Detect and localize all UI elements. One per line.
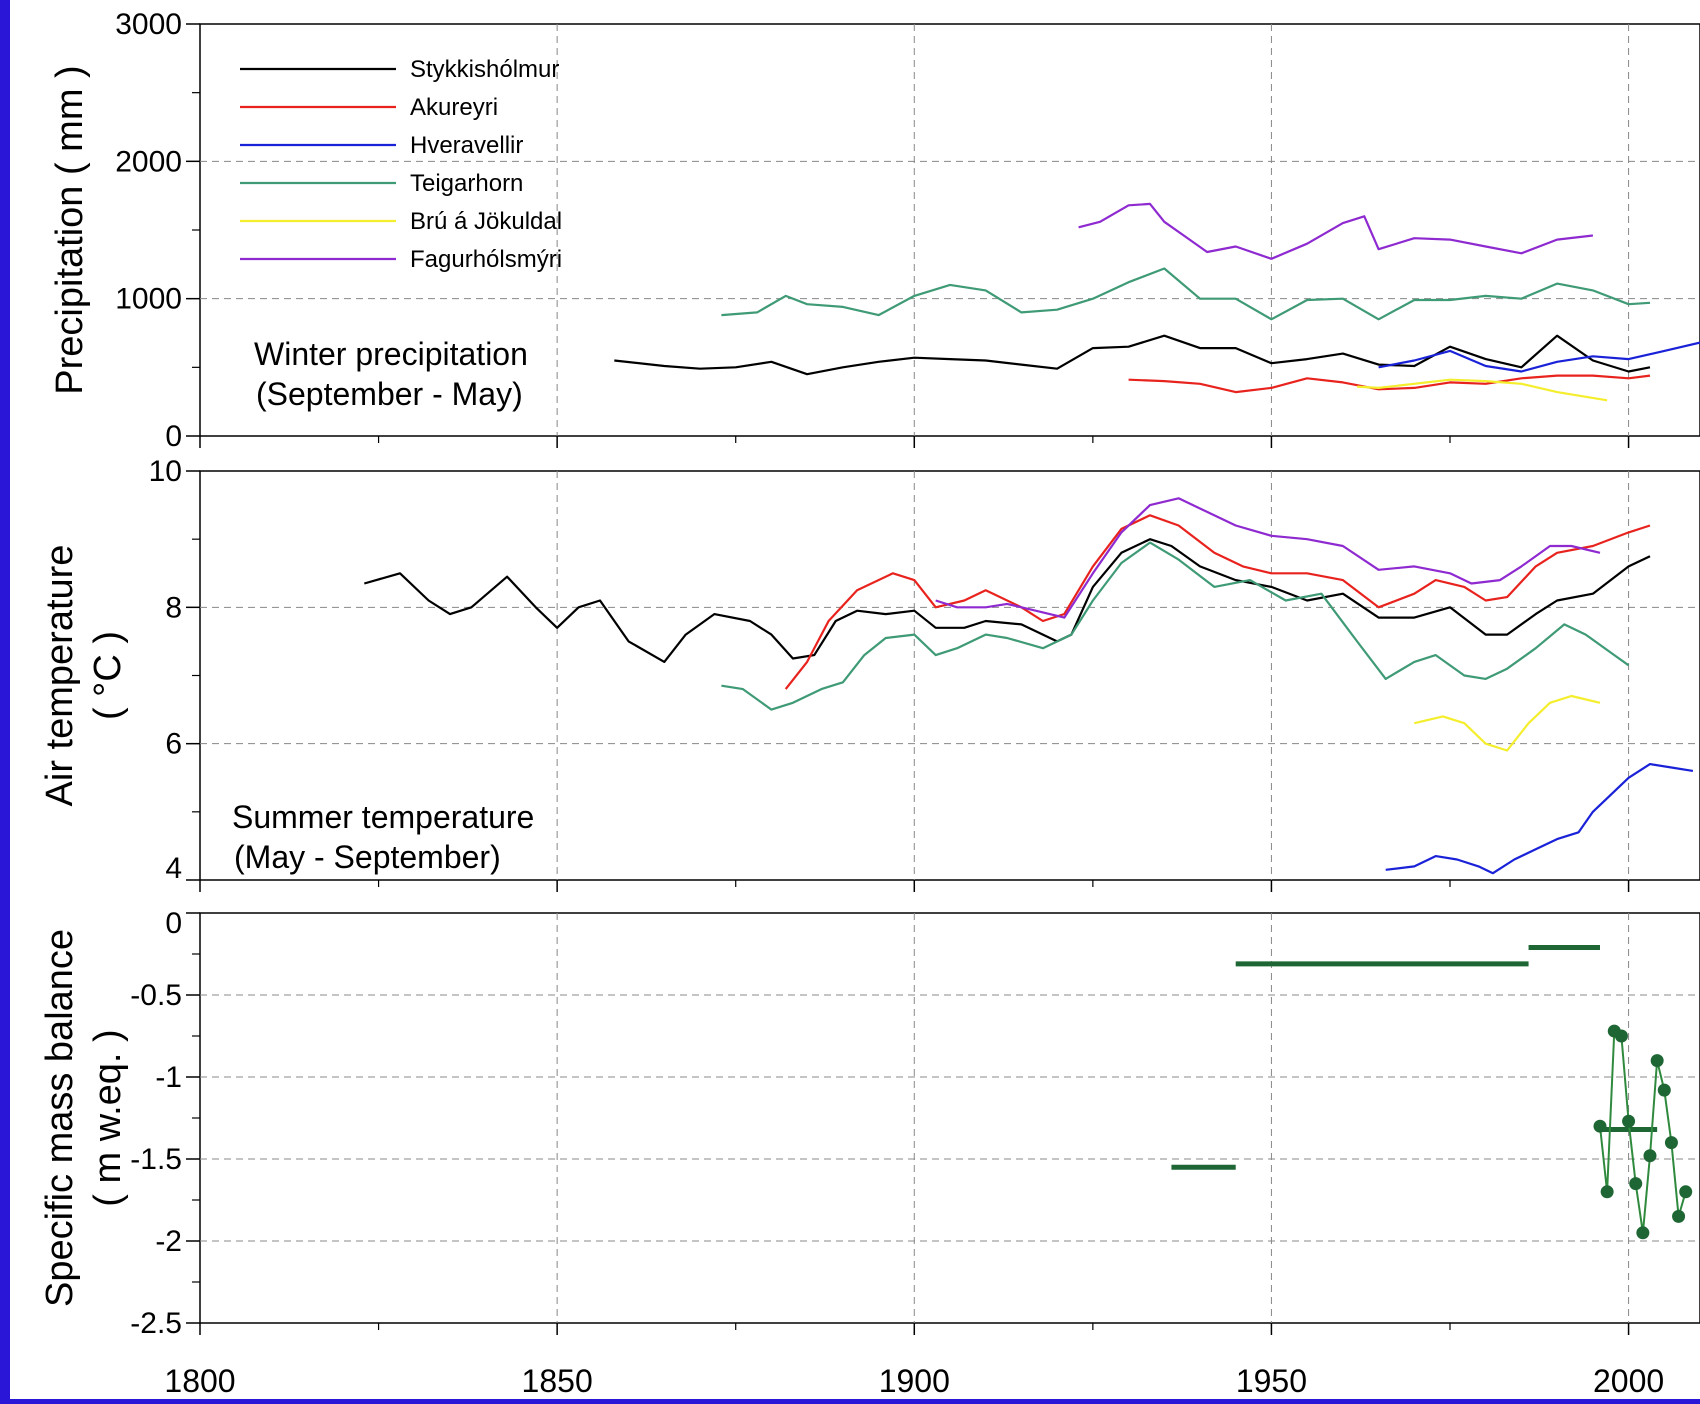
precip-series-line — [1357, 378, 1608, 402]
mass-annual-point — [1643, 1149, 1657, 1163]
mass-ytick-label: -0.5 — [130, 979, 182, 1012]
mass-annual-point — [1600, 1185, 1614, 1199]
legend: Stykkishólmur Akureyri Hveravellir Teigarho… — [240, 56, 562, 273]
mass-annual-point — [1664, 1136, 1678, 1150]
x-tick-label: 1850 — [522, 1363, 593, 1399]
x-tick-label: 1900 — [879, 1363, 950, 1399]
figure: 0 1000 2000 3000 Precipitation ( mm ) Winter … — [10, 0, 1700, 1399]
mass-annual-point — [1636, 1226, 1650, 1240]
precip-ytick-label: 3000 — [115, 8, 182, 41]
temp-series-line — [363, 538, 1651, 664]
temp-ytick-label: 8 — [165, 591, 182, 624]
mass-balance-panel: -2.5 -2 -1.5 -1 -0.5 0 Specific mass balance( … — [39, 907, 1700, 1340]
x-tick-label: 1950 — [1236, 1363, 1307, 1399]
mass-annual-point — [1650, 1054, 1664, 1068]
mass-annual-point — [1622, 1114, 1636, 1128]
temp-annotation-line2: (May - September) — [234, 839, 501, 875]
mass-annual-point — [1629, 1177, 1643, 1191]
mass-annual-point — [1657, 1083, 1671, 1097]
legend-label: Akureyri — [410, 94, 498, 121]
precip-annotation-line2: (September - May) — [256, 376, 523, 412]
temp-annotation-line1: Summer temperature — [232, 799, 534, 835]
legend-label: Brú á Jökuldal — [410, 208, 562, 235]
mass-annual-point — [1614, 1029, 1628, 1043]
mass-ytick-label: -2.5 — [130, 1307, 182, 1340]
temp-series-line — [784, 514, 1651, 690]
precip-ytick-label: 0 — [165, 420, 182, 453]
temp-ytick-label: 4 — [165, 852, 182, 885]
mass-annual-point — [1679, 1185, 1693, 1199]
chart-svg: 0 1000 2000 3000 Precipitation ( mm ) Winter … — [39, 8, 1700, 1399]
mass-annual-point — [1593, 1119, 1607, 1133]
mass-ylabel: Specific mass balance — [39, 929, 81, 1307]
temp-ylabel-units: ( °C ) — [87, 631, 129, 720]
precip-series-line — [1128, 374, 1651, 394]
mass-ylabel-units: ( m w.eq. ) — [87, 1029, 129, 1206]
temp-series-line — [721, 541, 1630, 711]
temp-ylabel: Air temperature — [39, 545, 81, 807]
temperature-panel: 4 6 8 10 Air temperature( °C ) Summer tempera… — [39, 455, 1700, 892]
temp-ytick-label: 10 — [149, 455, 182, 488]
precip-series-line — [1378, 341, 1700, 373]
precip-annotation-line1: Winter precipitation — [254, 336, 528, 372]
mass-ytick-label: 0 — [165, 907, 182, 940]
x-tick-label: 1800 — [164, 1363, 235, 1399]
precip-series-line — [1078, 202, 1594, 260]
legend-label: Stykkishólmur — [410, 56, 559, 83]
mass-ytick-label: -2 — [155, 1225, 182, 1258]
precip-series-line — [614, 334, 1651, 376]
x-axis-ticks: 1800 1850 1900 1950 2000 — [164, 1363, 1664, 1399]
mass-annual-point — [1672, 1209, 1686, 1223]
precip-ylabel: Precipitation ( mm ) — [49, 65, 91, 394]
x-tick-label: 2000 — [1593, 1363, 1664, 1399]
mass-frame — [199, 912, 1700, 1324]
legend-label: Fagurhólsmýri — [410, 246, 562, 273]
precip-ytick-label: 2000 — [115, 145, 182, 178]
precipitation-panel: 0 1000 2000 3000 Precipitation ( mm ) Winter … — [49, 8, 1700, 453]
legend-label: Teigarhorn — [410, 170, 523, 197]
temp-series-line — [1385, 762, 1694, 875]
mass-ytick-label: -1 — [155, 1061, 182, 1094]
temp-ytick-label: 6 — [165, 728, 182, 761]
mass-ytick-label: -1.5 — [130, 1143, 182, 1176]
precip-ytick-label: 1000 — [115, 283, 182, 316]
temp-series-line — [1414, 694, 1601, 752]
temp-series-line — [935, 497, 1601, 619]
legend-label: Hveravellir — [410, 132, 523, 159]
precip-series-line — [721, 267, 1651, 321]
